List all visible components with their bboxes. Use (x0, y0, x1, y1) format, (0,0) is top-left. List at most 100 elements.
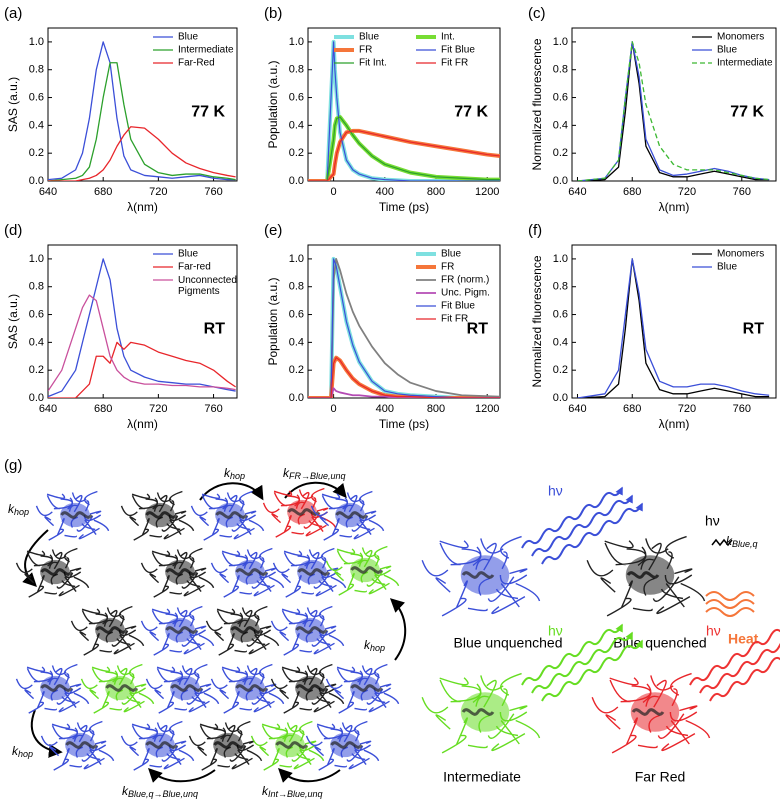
y-axis-label: SAS (a.u.) (6, 77, 20, 132)
y-tick-label: 1.0 (289, 253, 304, 265)
photon-label: hν (548, 483, 563, 499)
chart: 0.0 0.2 0.4 0.6 0.8 1.0 0 400 800 1200 Time (ps) Po… (264, 5, 501, 214)
emission-wave (521, 486, 623, 549)
panel-label: (d) (4, 222, 22, 239)
legend-label: Blue (359, 32, 379, 43)
protein-helix (165, 568, 198, 576)
protein (586, 535, 706, 617)
series-line (308, 41, 500, 181)
heat-label: Heat (728, 631, 759, 647)
x-tick-label: 720 (678, 186, 696, 198)
legend-label: Fit Blue (441, 301, 475, 312)
protein-helix (40, 568, 73, 576)
emission-wave (689, 628, 780, 686)
plot-frame (571, 27, 777, 182)
y-tick-label: 0.2 (289, 364, 304, 376)
protein-helix (350, 684, 383, 692)
rate-label: kFR→Blue,unq (283, 466, 346, 481)
y-axis-label: Normalized fluorescence (530, 38, 544, 170)
emission-wave (541, 502, 643, 565)
protein (272, 547, 347, 598)
protein-helix (626, 571, 660, 579)
panel-label: (g) (4, 457, 22, 474)
protein (210, 547, 285, 598)
protein (591, 672, 711, 754)
protein-helix (350, 566, 383, 574)
y-tick-label: 0.8 (553, 281, 568, 293)
protein (262, 487, 337, 538)
legend-label: Monomers (717, 32, 764, 43)
annotation: RT (743, 320, 765, 337)
annotation: 77 K (191, 103, 225, 120)
protein-helix (215, 511, 248, 519)
y-tick-label: 0.8 (553, 64, 568, 76)
panel-label: (e) (264, 222, 282, 239)
x-tick-label: 400 (376, 403, 394, 415)
y-tick-label: 1.0 (29, 253, 44, 265)
protein-helix (297, 568, 330, 576)
protein (270, 663, 345, 714)
emission-wave (709, 656, 780, 702)
series-line (308, 116, 500, 181)
protein (305, 720, 380, 771)
x-tick-label: 760 (204, 403, 222, 415)
arrow (199, 482, 264, 501)
protein (421, 535, 541, 617)
chart: 0.0 0.2 0.4 0.6 0.8 1.0 640 680 720 760 λ(nm) Norma… (528, 222, 777, 431)
x-axis-label: Time (ps) (379, 417, 429, 431)
protein-helix (287, 508, 320, 516)
rate-label: kBlue,q→Blue,unq (122, 784, 198, 799)
y-tick-label: 0.4 (29, 336, 44, 348)
protein (120, 490, 195, 541)
x-axis-label: Time (ps) (379, 200, 429, 214)
protein (188, 720, 263, 771)
legend-label: FR (359, 45, 372, 56)
protein-helix (330, 741, 363, 749)
legend-label: Fit FR (441, 58, 468, 69)
protein-helix (95, 626, 128, 634)
legend-label: FR (441, 262, 454, 273)
legend-label: Intermediate (717, 58, 773, 69)
photon-label: hν (705, 513, 720, 529)
series-line (577, 41, 770, 181)
protein (205, 605, 280, 656)
legend-label: Monomers (717, 249, 764, 260)
chart: 0.0 0.2 0.4 0.6 0.8 1.0 0 400 800 1200 Time (ps) Po… (264, 222, 501, 431)
photon-label: hν (706, 623, 721, 639)
y-tick-label: 1.0 (29, 36, 44, 48)
annotation: RT (467, 320, 489, 337)
protein (15, 663, 90, 714)
y-tick-label: 1.0 (553, 36, 568, 48)
protein (140, 547, 215, 598)
legend-label: Blue (441, 249, 461, 260)
y-tick-label: 0.0 (289, 392, 304, 404)
y-axis-label: Population (a.u.) (266, 277, 280, 365)
y-tick-label: 1.0 (289, 36, 304, 48)
x-tick-label: 1200 (475, 186, 499, 198)
arrow (389, 598, 407, 661)
y-axis-label: SAS (a.u.) (6, 294, 20, 349)
protein-helix (461, 571, 495, 579)
legend-label: Fit Blue (441, 45, 475, 56)
series-line (48, 126, 236, 181)
series-line (48, 341, 236, 398)
annotation: 77 K (454, 103, 488, 120)
y-tick-label: 0.0 (553, 392, 568, 404)
protein-helix (235, 684, 268, 692)
x-tick-label: 640 (39, 403, 57, 415)
legend-label: Blue (178, 32, 198, 43)
protein (270, 605, 345, 656)
series-line (48, 41, 236, 181)
state-label: Blue quenched (613, 635, 706, 651)
annotation: RT (204, 320, 226, 337)
protein-helix (295, 684, 328, 692)
rate-label: khop (224, 466, 245, 481)
panel-label: (b) (264, 5, 282, 22)
series-line (308, 130, 500, 181)
protein (310, 490, 385, 541)
x-tick-label: 0 (331, 186, 337, 198)
x-tick-label: 800 (427, 403, 445, 415)
y-tick-label: 0.8 (289, 281, 304, 293)
y-tick-label: 0.6 (29, 91, 44, 103)
protein (325, 663, 400, 714)
